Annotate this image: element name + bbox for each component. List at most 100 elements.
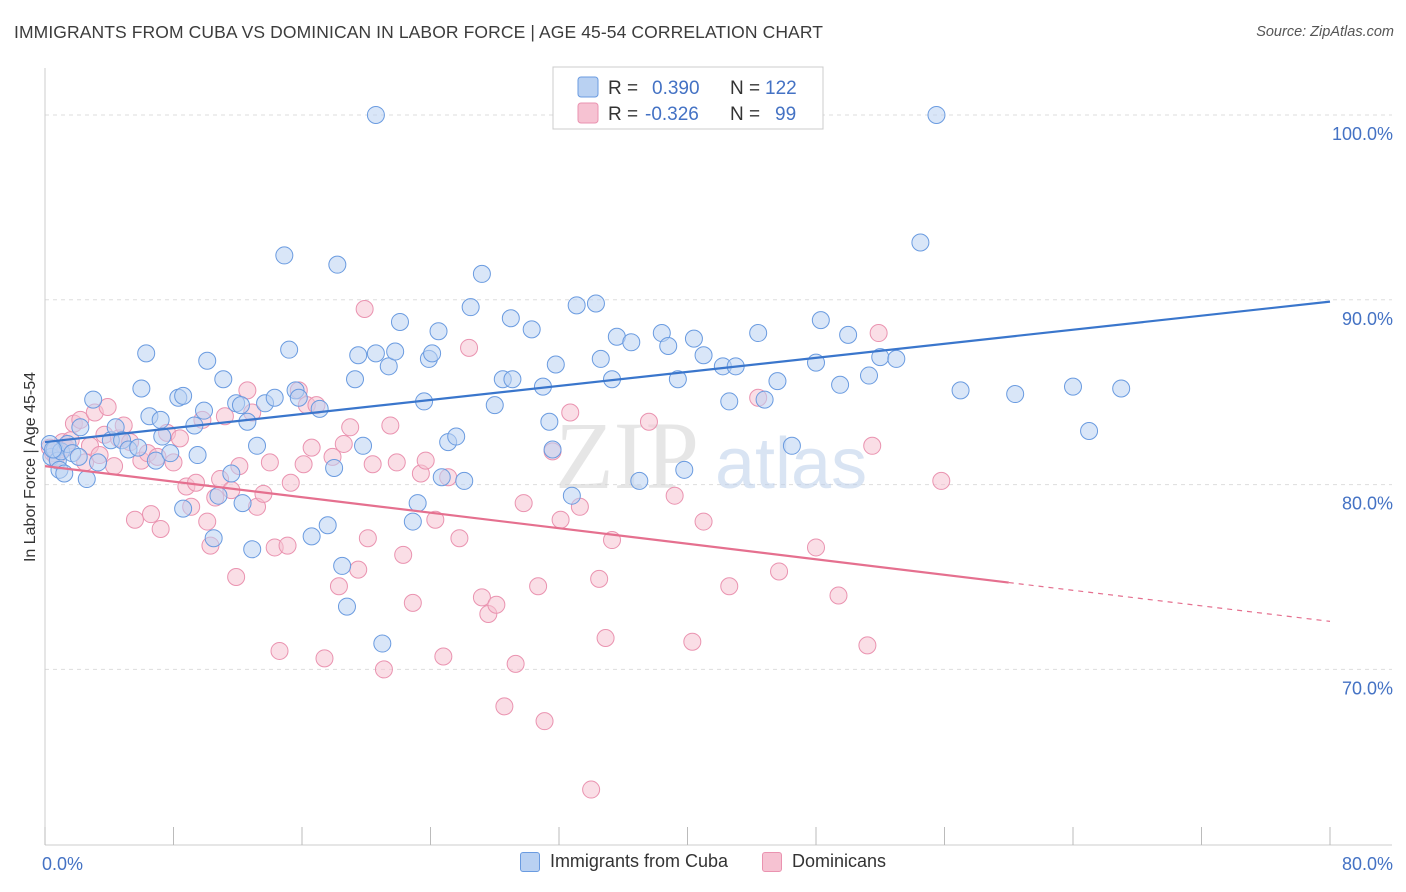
dominican-point (170, 429, 189, 448)
dominican-point (270, 641, 289, 660)
legend-r-label-blue: R = (608, 78, 638, 99)
cuba-point (137, 344, 156, 363)
dominican-point (551, 510, 570, 529)
cuba-point (77, 470, 96, 489)
cuba-point (238, 412, 257, 431)
cuba-point (243, 540, 262, 559)
cuba-point (89, 453, 108, 472)
dominican-point (98, 397, 117, 416)
cuba-point (720, 392, 739, 411)
cuba-point (447, 427, 466, 446)
dominican-point (260, 453, 279, 472)
dominican-point (355, 300, 374, 319)
cuba-point (289, 388, 308, 407)
cuba-point (214, 370, 233, 389)
cuba-point (403, 512, 422, 531)
cuba-point (275, 246, 294, 265)
cuba-point (209, 486, 228, 505)
dominican-point (932, 471, 951, 490)
cuba-point (349, 346, 368, 365)
dominican-point (105, 457, 124, 476)
cuba-point (668, 370, 687, 389)
cuba-point (390, 312, 409, 331)
cuba-point (562, 486, 581, 505)
cuba-point (204, 529, 223, 548)
cuba-point (839, 325, 858, 344)
dominican-point (694, 512, 713, 531)
dominican-point (227, 568, 246, 587)
trend-lines (44, 300, 1331, 622)
grid-lines (45, 114, 1392, 670)
cuba-point (461, 298, 480, 317)
cuba-point (567, 296, 586, 315)
cuba-point (472, 264, 491, 283)
cuba-point (586, 294, 605, 313)
cuba-point (174, 499, 193, 518)
bottom-legend-item-dominicans: Dominicans (762, 851, 886, 872)
dominican-point (278, 536, 297, 555)
cuba-point (1112, 379, 1131, 398)
dominican-point (394, 545, 413, 564)
dominican-point (151, 519, 170, 538)
cuba-point (540, 412, 559, 431)
dominican-point (807, 538, 825, 557)
cuba-point (44, 440, 63, 459)
dominican-point (434, 647, 453, 666)
legend-box: R = 0.390 N = 122 R = -0.326 N = 99 (552, 66, 824, 130)
cuba-point (675, 460, 694, 479)
dominican-point (363, 455, 382, 474)
cuba-point (198, 351, 217, 370)
dominican-point (590, 569, 609, 588)
cuba-point (188, 446, 207, 465)
dominican-point (416, 451, 435, 470)
cuba-point (503, 370, 522, 389)
cuba-point (1080, 422, 1099, 441)
legend-n-value-pink: 99 (775, 104, 796, 125)
dominican-point (387, 453, 406, 472)
cuba-point (501, 309, 520, 328)
dominican-point (639, 412, 658, 431)
cuba-point (429, 322, 448, 341)
cuba-point (222, 464, 241, 483)
dominican-point (561, 403, 580, 422)
cuba-point (333, 556, 352, 575)
y-axis-label: In Labor Force | Age 45-54 (22, 372, 39, 562)
cuba-point (927, 105, 946, 124)
cuba-point (591, 349, 610, 368)
blue-trend-line (44, 300, 1331, 444)
legend-r-value-blue: 0.390 (652, 78, 700, 99)
dominican-point (829, 586, 848, 605)
source-note: Source: ZipAtlas.com (1256, 24, 1394, 40)
cuba-point (622, 333, 641, 352)
dominican-point (596, 629, 615, 648)
cuba-point (84, 390, 103, 409)
cuba-point (328, 255, 347, 274)
dominican-point (294, 455, 313, 474)
y-tick-label: 80.0% (1342, 494, 1393, 514)
y-tick-label: 90.0% (1342, 309, 1393, 329)
dominican-point (683, 632, 702, 651)
cuba-point (174, 386, 193, 405)
y-tick-label: 100.0% (1332, 124, 1393, 144)
dominican-point (472, 588, 491, 607)
cuba-point (386, 342, 405, 361)
cuba-point (831, 375, 850, 394)
dominican-point (215, 407, 234, 426)
dominican-point (142, 505, 161, 524)
dominican-point (858, 636, 877, 655)
cuba-point (546, 355, 565, 374)
dominican-point (863, 436, 882, 455)
cuba-point (346, 370, 365, 389)
bottom-legend-label-dominicans: Dominicans (792, 851, 887, 871)
cuba-point (233, 494, 252, 513)
cuba-point (195, 401, 214, 420)
cuba-point (366, 105, 385, 124)
dominican-point (770, 562, 789, 581)
dominican-point (529, 577, 548, 596)
cuba-point (280, 340, 299, 359)
cuba-point (860, 366, 879, 385)
dominican-point (450, 529, 469, 548)
legend-n-label-pink: N = (730, 104, 760, 125)
watermark-atlas: atlas (715, 424, 867, 504)
